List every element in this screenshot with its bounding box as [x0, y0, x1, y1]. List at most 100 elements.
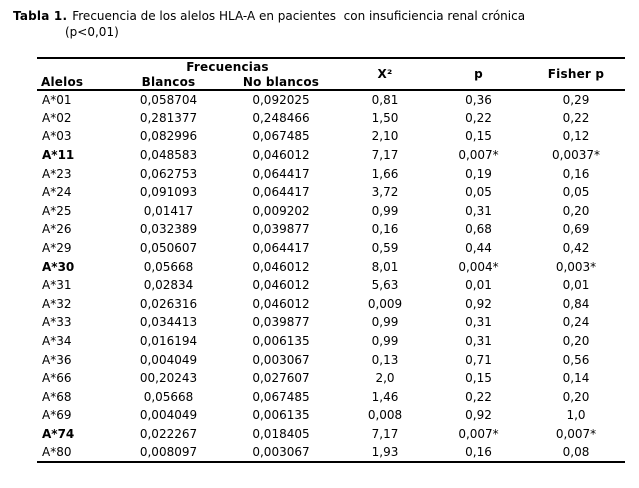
cell-fisher-p: 0,22 — [562, 110, 590, 125]
cell-alelo: A*03 — [42, 129, 72, 144]
cell-p: 0,01 — [465, 278, 492, 293]
table-row: A*11 0,048583 0,046012 7,17 0,007* 0,003… — [37, 146, 625, 165]
cell-x2: 3,72 — [371, 185, 399, 200]
cell-fisher-p: 0,14 — [562, 371, 590, 386]
cell-fisher-p: 0,0037* — [552, 148, 600, 163]
cell-blancos: 0,281377 — [139, 110, 198, 125]
cell-no-blancos: 0,064417 — [252, 185, 310, 200]
cell-p: 0,15 — [465, 371, 492, 386]
cell-fisher-p: 0,007* — [555, 426, 597, 441]
cell-x2: 0,13 — [371, 352, 399, 367]
cell-blancos: 0,008097 — [139, 445, 198, 460]
cell-x2: 7,17 — [371, 426, 399, 441]
cell-blancos: 0,032389 — [139, 222, 198, 237]
cell-blancos: 00,20243 — [139, 371, 198, 386]
cell-fisher-p: 0,42 — [562, 241, 590, 256]
table-row: A*23 0,062753 0,064417 1,66 0,19 0,16 — [37, 164, 625, 183]
cell-x2: 0,59 — [371, 241, 399, 256]
cell-p: 0,44 — [465, 241, 492, 256]
table-row: A*66 00,20243 0,027607 2,0 0,15 0,14 — [37, 369, 625, 388]
cell-p: 0,36 — [465, 92, 492, 107]
hla-frequency-table: Alelos Frecuencias X² p Fisher p Blancos… — [37, 57, 625, 463]
cell-p: 0,31 — [465, 334, 492, 349]
cell-no-blancos: 0,046012 — [252, 148, 310, 163]
cell-p: 0,22 — [465, 110, 492, 125]
cell-alelo: A*29 — [42, 241, 72, 256]
cell-p: 0,15 — [465, 129, 492, 144]
cell-p: 0,92 — [465, 296, 492, 311]
cell-alelo: A*34 — [42, 334, 72, 349]
caption-text: Frecuencia de los alelos HLA-A en pacien… — [72, 9, 526, 23]
cell-alelo: A*25 — [42, 203, 72, 218]
header-blancos: Blancos — [141, 75, 196, 89]
cell-x2: 0,99 — [371, 203, 399, 218]
caption-note: (p<0,01) — [65, 25, 119, 39]
cell-no-blancos: 0,039877 — [252, 222, 310, 237]
cell-x2: 1,50 — [371, 110, 399, 125]
cell-no-blancos: 0,039877 — [252, 315, 310, 330]
cell-alelo: A*11 — [42, 148, 75, 163]
cell-p: 0,22 — [465, 389, 492, 404]
cell-no-blancos: 0,006135 — [252, 334, 310, 349]
cell-alelo: A*66 — [42, 371, 72, 386]
cell-blancos: 0,062753 — [139, 166, 198, 181]
cell-no-blancos: 0,248466 — [252, 110, 310, 125]
cell-alelo: A*31 — [42, 278, 72, 293]
cell-x2: 1,93 — [371, 445, 399, 460]
header-no-blancos: No blancos — [242, 75, 320, 89]
cell-fisher-p: 0,08 — [562, 445, 590, 460]
cell-fisher-p: 0,16 — [562, 166, 590, 181]
table-figure: Tabla 1. Frecuencia de los alelos HLA-A e… — [0, 8, 639, 463]
cell-x2: 0,009 — [367, 296, 403, 311]
cell-p: 0,68 — [465, 222, 492, 237]
cell-blancos: 0,022267 — [139, 426, 198, 441]
table-row: A*30 0,05668 0,046012 8,01 0,004* 0,003* — [37, 257, 625, 276]
table-row: A*24 0,091093 0,064417 3,72 0,05 0,05 — [37, 183, 625, 202]
cell-blancos: 0,058704 — [139, 92, 198, 107]
header-x2: X² — [377, 67, 393, 81]
table-row: A*74 0,022267 0,018405 7,17 0,007* 0,007… — [37, 425, 625, 444]
cell-blancos: 0,034413 — [139, 315, 198, 330]
cell-alelo: A*01 — [42, 92, 72, 107]
cell-x2: 5,63 — [371, 278, 399, 293]
cell-blancos: 0,004049 — [139, 352, 198, 367]
table-body: A*01 0,058704 0,092025 0,81 0,36 0,29 A*… — [37, 90, 625, 462]
table-caption: Tabla 1. Frecuencia de los alelos HLA-A e… — [13, 8, 633, 40]
header-fisher-p: Fisher p — [547, 67, 605, 81]
cell-blancos: 0,082996 — [139, 129, 198, 144]
cell-fisher-p: 0,20 — [562, 334, 590, 349]
cell-x2: 0,99 — [371, 334, 399, 349]
cell-fisher-p: 0,29 — [562, 92, 590, 107]
cell-p: 0,16 — [465, 445, 492, 460]
cell-fisher-p: 0,56 — [562, 352, 590, 367]
cell-blancos: 0,05668 — [143, 389, 194, 404]
cell-no-blancos: 0,067485 — [252, 389, 310, 404]
table-row: A*26 0,032389 0,039877 0,16 0,68 0,69 — [37, 220, 625, 239]
cell-blancos: 0,016194 — [139, 334, 198, 349]
header-alelos: Alelos — [41, 75, 84, 89]
cell-no-blancos: 0,046012 — [252, 278, 310, 293]
cell-x2: 1,66 — [371, 166, 399, 181]
caption-label: Tabla 1. — [13, 9, 68, 23]
cell-x2: 7,17 — [371, 148, 399, 163]
cell-fisher-p: 0,05 — [562, 185, 590, 200]
cell-fisher-p: 0,24 — [562, 315, 590, 330]
cell-alelo: A*26 — [42, 222, 72, 237]
cell-no-blancos: 0,003067 — [252, 352, 310, 367]
cell-p: 0,31 — [465, 203, 492, 218]
table-row: A*31 0,02834 0,046012 5,63 0,01 0,01 — [37, 276, 625, 295]
cell-blancos: 0,004049 — [139, 408, 198, 423]
table-row: A*32 0,026316 0,046012 0,009 0,92 0,84 — [37, 295, 625, 314]
table-row: A*01 0,058704 0,092025 0,81 0,36 0,29 — [37, 90, 625, 109]
cell-alelo: A*68 — [42, 389, 72, 404]
cell-alelo: A*80 — [42, 445, 72, 460]
table-row: A*25 0,01417 0,009202 0,99 0,31 0,20 — [37, 202, 625, 221]
cell-no-blancos: 0,009202 — [252, 203, 310, 218]
caption-line1: Tabla 1. Frecuencia de los alelos HLA-A e… — [13, 8, 633, 24]
table-row: A*02 0,281377 0,248466 1,50 0,22 0,22 — [37, 109, 625, 128]
cell-blancos: 0,01417 — [143, 203, 194, 218]
cell-p: 0,71 — [465, 352, 492, 367]
cell-no-blancos: 0,046012 — [252, 296, 310, 311]
cell-blancos: 0,026316 — [139, 296, 198, 311]
cell-alelo: A*33 — [42, 315, 72, 330]
